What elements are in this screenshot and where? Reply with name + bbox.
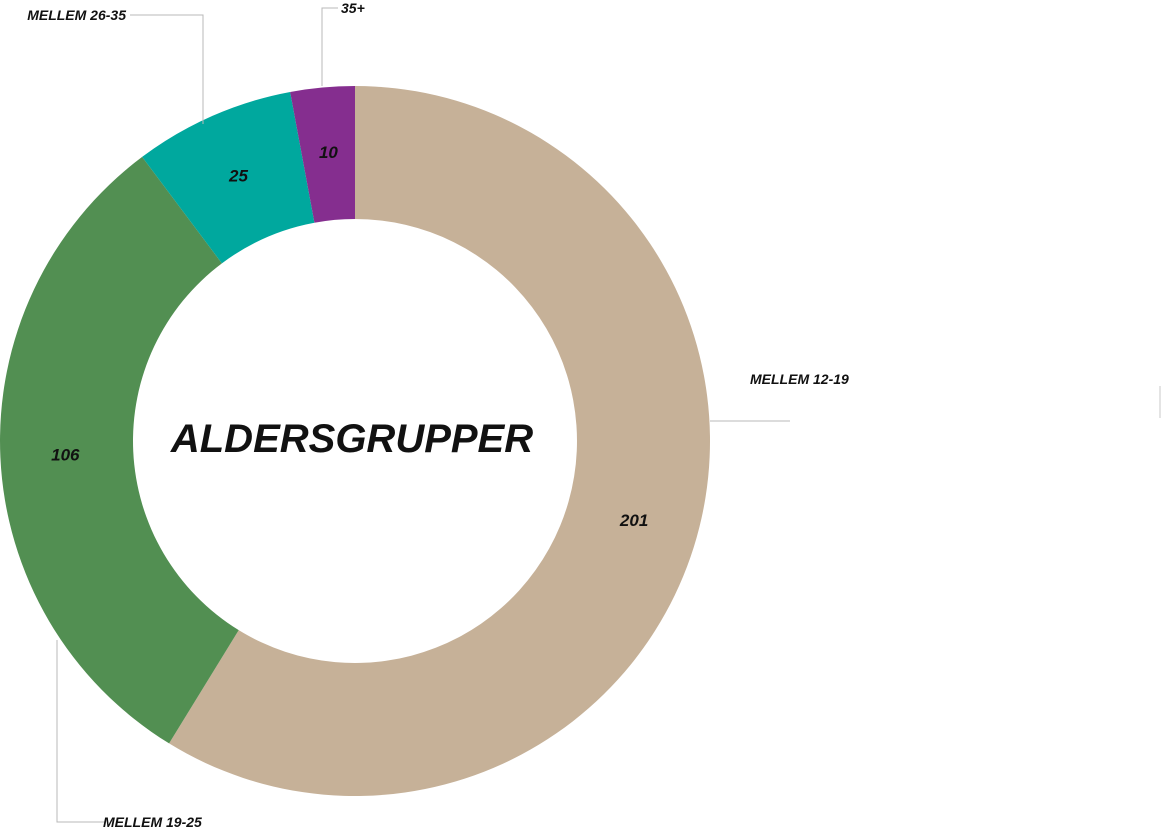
category-label-mellem-12-19: MELLEM 12-19 [750,371,849,387]
slice-35plus [290,86,355,223]
leader-lines-layer [56,7,790,823]
leader-line-35plus [321,7,338,86]
value-label-mellem-12-19: 201 [619,511,648,530]
slice-mellem-12-19 [169,86,711,796]
category-labels-layer: MELLEM 12-19 MELLEM 19-25 MELLEM 26-35 35+ [27,0,849,830]
slice-mellem-26-35 [142,91,315,264]
slices-layer [0,86,711,796]
leader-line-mellem-26-35 [130,14,204,124]
category-label-mellem-19-25: MELLEM 19-25 [103,814,202,830]
category-label-mellem-26-35: MELLEM 26-35 [27,7,126,23]
leader-line-mellem-19-25 [56,640,105,823]
value-label-35plus: 10 [319,143,338,162]
value-label-mellem-26-35: 25 [228,166,248,185]
slice-mellem-19-25 [0,156,239,744]
category-label-35plus: 35+ [341,0,365,16]
value-label-mellem-19-25: 106 [51,445,80,464]
value-labels-layer: 201 106 25 10 [51,143,648,530]
chart-center-title: ALDERSGRUPPER [170,417,533,461]
